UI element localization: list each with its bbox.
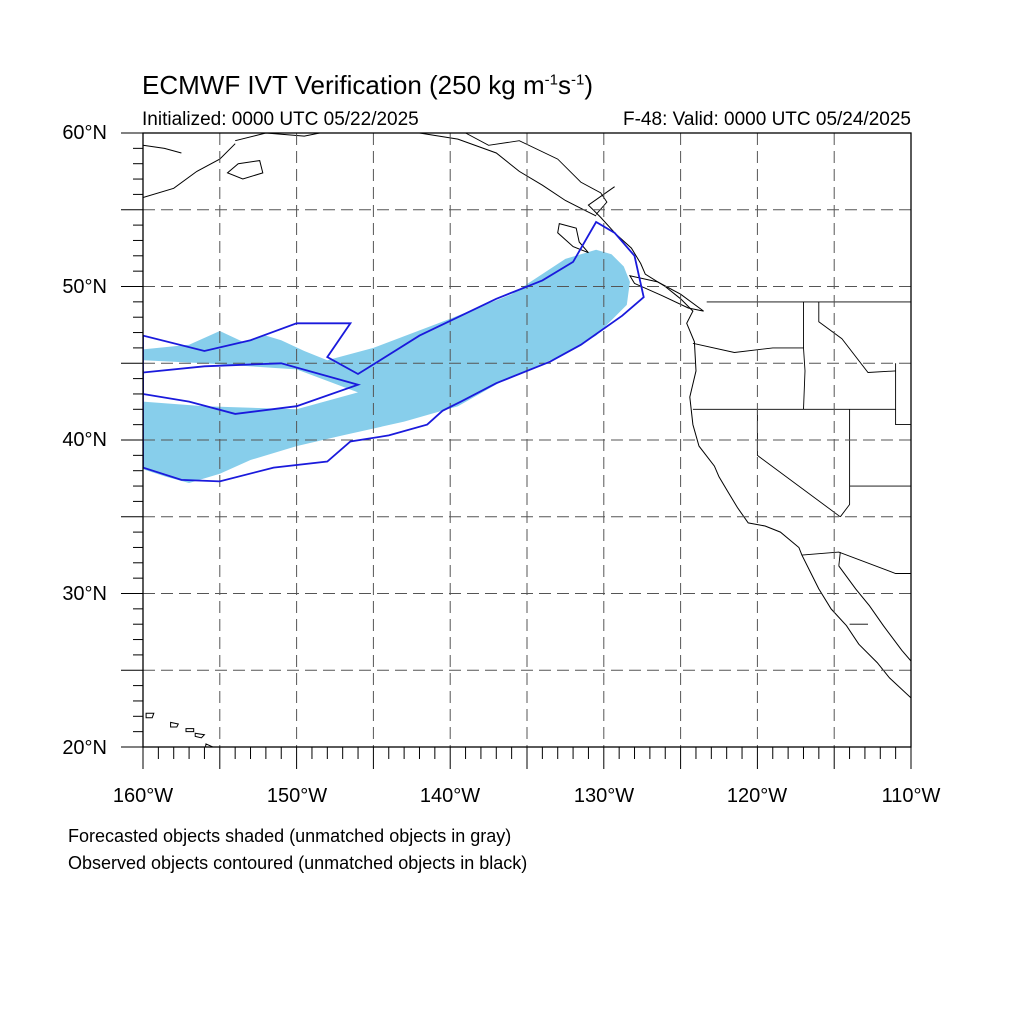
hawaii-island-2 <box>185 728 195 733</box>
lon-label-110w: 110°W <box>881 785 941 807</box>
hawaii-island-3 <box>194 732 206 739</box>
legend-observed-note: Observed objects contoured (unmatched ob… <box>68 853 528 873</box>
island-1 <box>628 275 704 312</box>
lon-label-160w: 160°W <box>112 785 174 807</box>
lat-label-50: 50°N <box>62 276 107 298</box>
island-0 <box>557 222 589 254</box>
valid-time: F-48: Valid: 0000 UTC 05/24/2025 <box>623 109 911 130</box>
lon-label-140w: 140°W <box>419 785 481 807</box>
coastline-alaska-peninsula <box>143 143 236 198</box>
coastline-gulf-of-alaska <box>235 133 597 217</box>
lat-label-30: 30°N <box>62 583 107 605</box>
lon-label-130w: 130°W <box>573 785 635 807</box>
hawaii-island-1 <box>170 721 180 728</box>
political-border-5 <box>756 409 841 518</box>
initialized-time: Initialized: 0000 UTC 05/22/2025 <box>142 109 419 130</box>
page-title: ECMWF IVT Verification (250 kg m-1s-1) <box>142 70 593 100</box>
political-border-3 <box>692 342 806 410</box>
political-border-9 <box>895 363 911 426</box>
observed-object-contour <box>143 220 645 483</box>
political-border-7 <box>818 301 896 373</box>
political-border-8 <box>839 409 851 518</box>
coastline-west-america <box>587 186 911 699</box>
lon-label-150w: 150°W <box>266 785 328 807</box>
political-border-2 <box>465 133 608 215</box>
legend-forecast-note: Forecasted objects shaded (unmatched obj… <box>68 826 512 846</box>
political-border-12 <box>838 552 841 566</box>
political-border-11 <box>801 551 911 574</box>
coastline-bristol-bay <box>143 144 182 154</box>
coastline-gulf-of-california <box>838 565 911 662</box>
lat-label-40: 40°N <box>62 429 107 451</box>
island-2 <box>226 160 264 180</box>
hawaii-island-0 <box>145 712 155 719</box>
forecast-object-shade <box>143 249 630 483</box>
lon-label-120w: 120°W <box>726 785 788 807</box>
observed-object-inner-contour <box>143 362 362 415</box>
lat-label-60: 60°N <box>62 122 107 144</box>
lat-label-20: 20°N <box>62 737 107 759</box>
